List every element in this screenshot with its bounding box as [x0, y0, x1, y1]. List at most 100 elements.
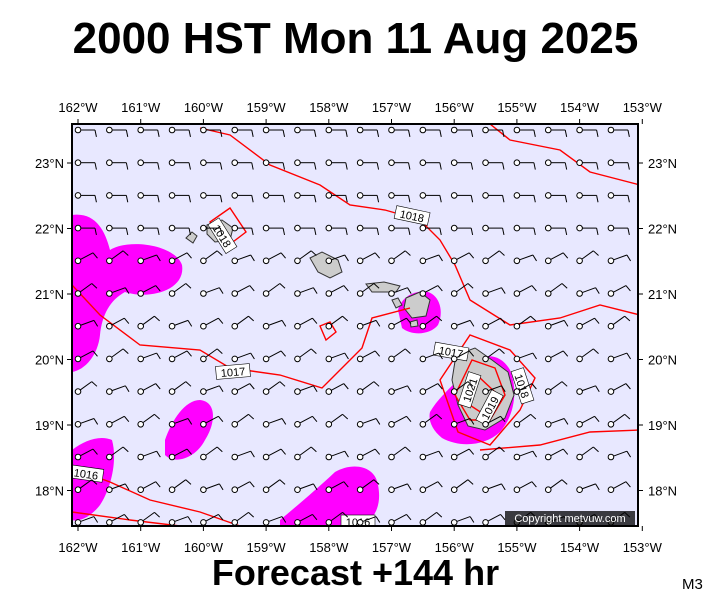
wind-barb: [544, 319, 569, 330]
wind-barb: [419, 126, 442, 137]
wind-barb: [231, 481, 255, 494]
lon-label: 154°W: [560, 100, 600, 115]
wind-barb: [231, 224, 254, 236]
wind-barb: [388, 287, 412, 297]
wind-barb: [640, 449, 662, 460]
wind-barb: [576, 192, 599, 203]
wind-barb: [168, 448, 192, 461]
isobar-1017: [72, 284, 411, 389]
wind-barb: [294, 483, 318, 494]
wind-barb: [356, 159, 380, 170]
wind-barb: [106, 224, 129, 236]
wind-barb: [168, 252, 192, 265]
wind-barb: [106, 287, 130, 297]
wind-barb: [74, 192, 97, 203]
wind-barb: [231, 352, 255, 363]
wind-barb: [137, 450, 161, 461]
wind-barb: [106, 317, 130, 330]
wind-barb: [419, 481, 443, 494]
wind-barb: [482, 446, 505, 461]
wind-barb: [513, 450, 537, 461]
wind-barb: [325, 450, 349, 461]
wind-barb: [513, 413, 537, 428]
wind-barb: [325, 383, 349, 395]
wind-barb: [325, 126, 348, 137]
wind-barb: [294, 224, 317, 236]
wind-barb: [262, 479, 286, 494]
wind-barb: [482, 415, 506, 428]
wind-barb: [576, 348, 599, 363]
wind-barb: [544, 381, 568, 395]
wind-barb: [106, 250, 129, 265]
wind-barb: [231, 126, 254, 137]
wind-barb: [607, 285, 631, 297]
lat-label: 23°N: [35, 156, 64, 171]
wind-barb: [356, 418, 381, 428]
wind-barb: [388, 126, 411, 137]
wind-barb: [419, 383, 443, 395]
wind-barb: [168, 126, 191, 137]
island-kahoolawe: [409, 319, 419, 328]
isobar-1018-north: [199, 127, 638, 326]
wind-barb: [137, 254, 161, 265]
wind-barb: [231, 192, 254, 203]
wind-barb: [482, 192, 505, 203]
lat-label: 19°N: [648, 418, 677, 433]
lon-label: 153°W: [623, 100, 663, 115]
wind-barb: [482, 483, 506, 494]
wind-barb: [106, 415, 130, 428]
wind-barb: [450, 126, 474, 137]
wind-barb: [450, 381, 474, 395]
rain-area-west: [72, 214, 183, 372]
wind-barb: [137, 126, 160, 137]
model-label: M3: [682, 576, 703, 593]
wind-barb: [607, 254, 632, 265]
wind-barb: [576, 224, 599, 236]
lat-label: 19°N: [35, 418, 64, 433]
wind-barb: [168, 159, 191, 170]
wind-barb: [294, 385, 318, 395]
wind-barb: [450, 448, 475, 461]
wind-barb: [200, 250, 223, 265]
lon-label: 162°W: [58, 100, 98, 115]
wind-barb: [356, 126, 380, 137]
wind-barb: [450, 192, 474, 203]
lon-label: 156°W: [435, 540, 475, 555]
ocean-background: [72, 124, 638, 526]
wind-barb: [356, 448, 381, 461]
wind-barb: [356, 283, 380, 297]
wind-barb: [137, 159, 160, 170]
lon-label: 157°W: [372, 100, 412, 115]
isobar-label: 1017: [220, 366, 245, 380]
wind-barb: [200, 348, 223, 363]
wind-barb: [388, 513, 412, 526]
wind-barb: [294, 446, 317, 461]
wind-barb: [640, 193, 661, 203]
wind-barb: [294, 159, 317, 170]
isobar-label: 1018: [399, 209, 425, 226]
wind-barb: [325, 254, 349, 265]
wind-barb: [74, 224, 97, 236]
wind-barb: [137, 383, 161, 395]
wind-barb: [544, 192, 568, 203]
wind-barb: [262, 192, 286, 203]
wind-barb: [576, 126, 599, 137]
wind-barb: [513, 126, 536, 137]
wind-barb: [640, 382, 662, 395]
isobar-south-central: [72, 511, 181, 526]
lon-label: 161°W: [121, 100, 161, 115]
wind-barb: [231, 285, 255, 297]
wind-barb: [356, 479, 380, 494]
wind-barb: [106, 446, 129, 461]
wind-barb: [576, 415, 600, 428]
wind-barb: [294, 126, 317, 137]
wind-barb: [325, 512, 349, 526]
wind-barb: [607, 159, 630, 170]
forecast-label: Forecast +144 hr: [211, 552, 500, 593]
wind-barb: [356, 252, 381, 265]
wind-barb: [419, 224, 442, 236]
lon-label: 162°W: [58, 540, 98, 555]
wind-barb: [607, 192, 630, 203]
wind-barb: [450, 350, 475, 363]
